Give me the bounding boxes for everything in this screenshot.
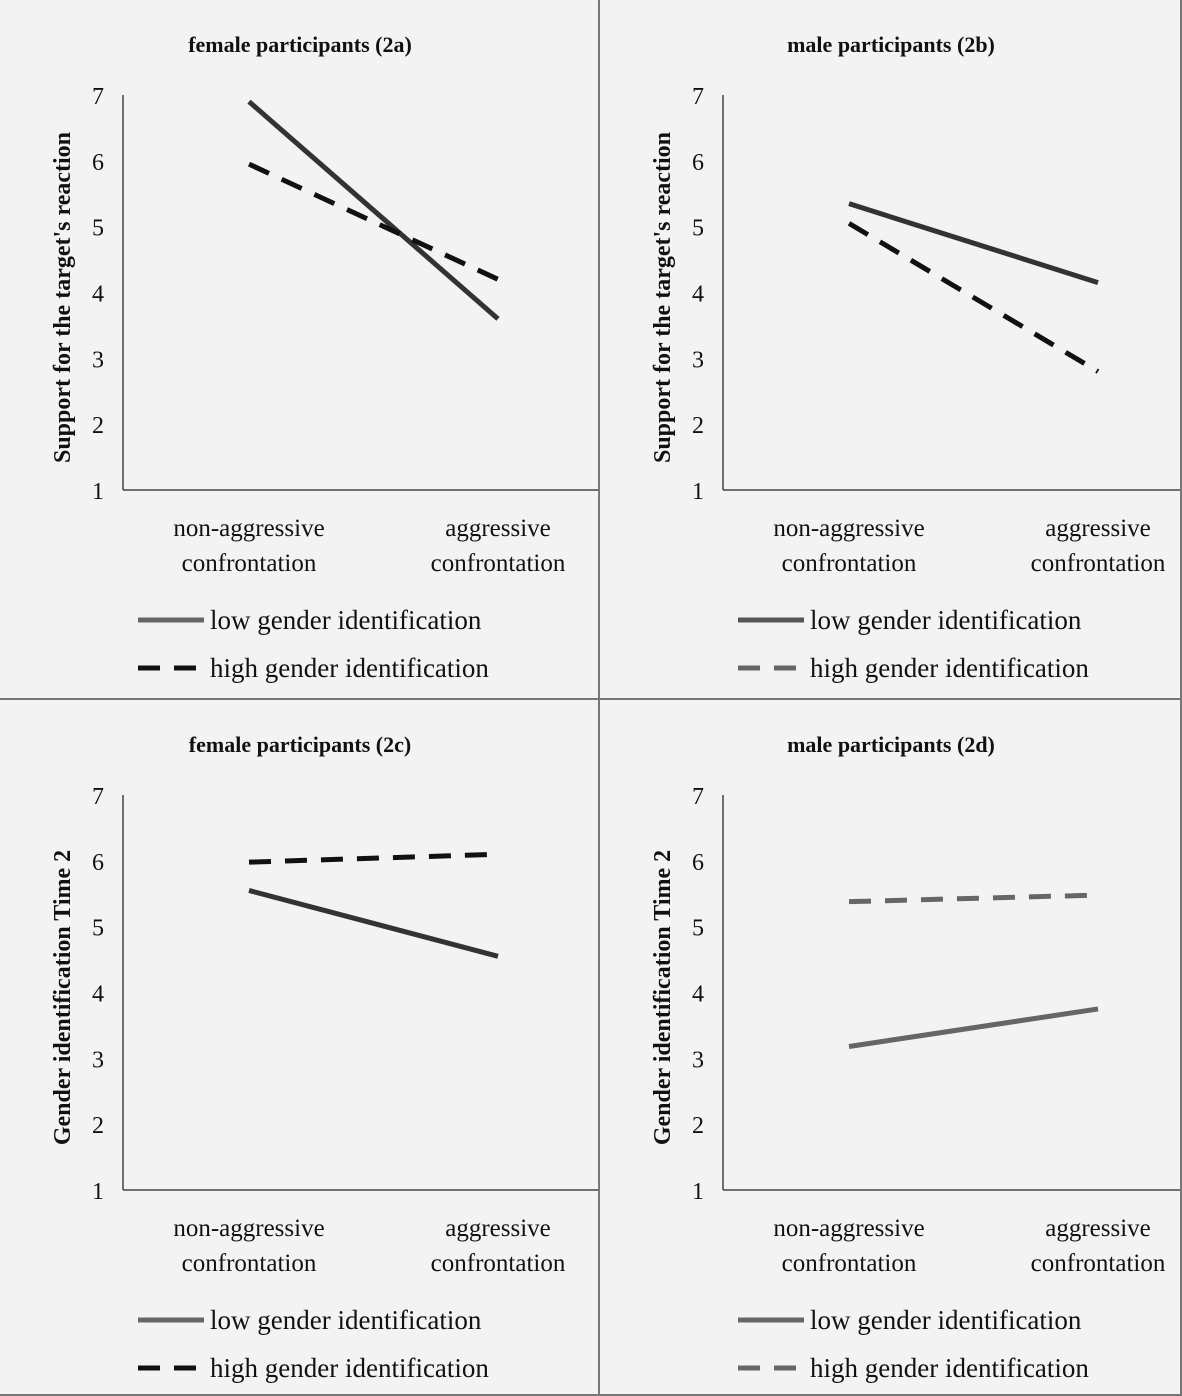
series-line-high bbox=[247, 161, 500, 282]
y-axis-label: Gender identification Time 2 bbox=[50, 850, 76, 1145]
y-tick-label: 6 bbox=[692, 150, 704, 176]
legend-label: high gender identification bbox=[210, 1353, 489, 1383]
y-axis-label: Support for the target's reaction bbox=[50, 132, 76, 463]
y-tick-label: 1 bbox=[692, 1179, 704, 1205]
y-tick-label: 5 bbox=[92, 916, 104, 942]
chart-2d: male participants (2d) Gender identificat… bbox=[650, 732, 1180, 1383]
chart-title: male participants (2d) bbox=[787, 732, 995, 757]
y-tick-label: 3 bbox=[692, 347, 704, 373]
x-category-label-line1: aggressive bbox=[445, 515, 551, 542]
y-tick-label: 3 bbox=[692, 1047, 704, 1073]
x-category-label-line2: confrontation bbox=[782, 550, 917, 577]
legend-label: low gender identification bbox=[210, 1305, 482, 1335]
x-category-label-line2: confrontation bbox=[182, 1250, 317, 1277]
chart-panel-2a: female participants (2a) Support for the … bbox=[0, 0, 600, 700]
chart-panel-2d: male participants (2d) Gender identificat… bbox=[600, 700, 1182, 1396]
y-tick-label: 4 bbox=[92, 282, 104, 308]
y-tick-label: 5 bbox=[692, 916, 704, 942]
y-axis-label: Gender identification Time 2 bbox=[650, 850, 676, 1145]
y-tick-label: 5 bbox=[92, 216, 104, 242]
legend-label: high gender identification bbox=[810, 1353, 1089, 1383]
chart-title: female participants (2a) bbox=[188, 32, 412, 57]
y-tick-label: 6 bbox=[92, 150, 104, 176]
chart-title: male participants (2b) bbox=[787, 32, 995, 57]
series-line-high bbox=[847, 221, 1100, 374]
y-tick-label: 4 bbox=[692, 982, 704, 1008]
legend-label: low gender identification bbox=[210, 605, 482, 635]
chart-title: female participants (2c) bbox=[189, 732, 411, 757]
y-tick-label: 7 bbox=[92, 84, 104, 110]
y-tick-label: 3 bbox=[92, 1047, 104, 1073]
y-tick-label: 5 bbox=[692, 216, 704, 242]
x-category-label-line2: confrontation bbox=[431, 1250, 566, 1277]
x-category-label-line1: aggressive bbox=[1045, 515, 1151, 542]
x-category-label-line2: confrontation bbox=[182, 550, 317, 577]
x-category-label-line1: non-aggressive bbox=[173, 515, 324, 542]
x-category-label-line2: confrontation bbox=[782, 1250, 917, 1277]
series-line-low bbox=[247, 99, 500, 321]
y-tick-label: 6 bbox=[692, 850, 704, 876]
y-tick-label: 2 bbox=[692, 1113, 704, 1139]
x-category-label-line2: confrontation bbox=[1031, 550, 1166, 577]
series-line-high bbox=[248, 851, 499, 865]
x-category-label-line1: aggressive bbox=[445, 1215, 551, 1242]
y-tick-label: 1 bbox=[92, 479, 104, 505]
y-tick-label: 2 bbox=[692, 413, 704, 439]
y-tick-label: 4 bbox=[692, 282, 704, 308]
y-tick-label: 2 bbox=[92, 1113, 104, 1139]
y-tick-label: 3 bbox=[92, 347, 104, 373]
legend-label: high gender identification bbox=[810, 653, 1089, 683]
chart-panel-2b: male participants (2b) Support for the ta… bbox=[600, 0, 1182, 700]
series-line-low bbox=[848, 201, 1099, 286]
series-line-high bbox=[848, 892, 1099, 905]
x-category-label-line1: non-aggressive bbox=[773, 515, 924, 542]
y-tick-label: 2 bbox=[92, 413, 104, 439]
y-axis-label: Support for the target's reaction bbox=[650, 132, 676, 463]
series-line-low bbox=[848, 1006, 1099, 1049]
y-tick-label: 1 bbox=[92, 1179, 104, 1205]
legend-label: low gender identification bbox=[810, 605, 1082, 635]
legend-label: low gender identification bbox=[810, 1305, 1082, 1335]
x-category-label-line1: non-aggressive bbox=[773, 1215, 924, 1242]
series-line-low bbox=[248, 888, 499, 959]
chart-panel-2c: female participants (2c) Gender identific… bbox=[0, 700, 600, 1396]
x-category-label-line2: confrontation bbox=[431, 550, 566, 577]
legend-label: high gender identification bbox=[210, 653, 489, 683]
x-category-label-line2: confrontation bbox=[1031, 1250, 1166, 1277]
x-category-label-line1: non-aggressive bbox=[173, 1215, 324, 1242]
chart-2c: female participants (2c) Gender identific… bbox=[50, 732, 598, 1383]
y-tick-label: 7 bbox=[692, 784, 704, 810]
y-tick-label: 4 bbox=[92, 982, 104, 1008]
y-tick-label: 6 bbox=[92, 850, 104, 876]
x-category-label-line1: aggressive bbox=[1045, 1215, 1151, 1242]
y-tick-label: 7 bbox=[92, 784, 104, 810]
y-tick-label: 7 bbox=[692, 84, 704, 110]
chart-2a: female participants (2a) Support for the … bbox=[50, 32, 598, 683]
y-tick-label: 1 bbox=[692, 479, 704, 505]
chart-2b: male participants (2b) Support for the ta… bbox=[650, 32, 1180, 683]
